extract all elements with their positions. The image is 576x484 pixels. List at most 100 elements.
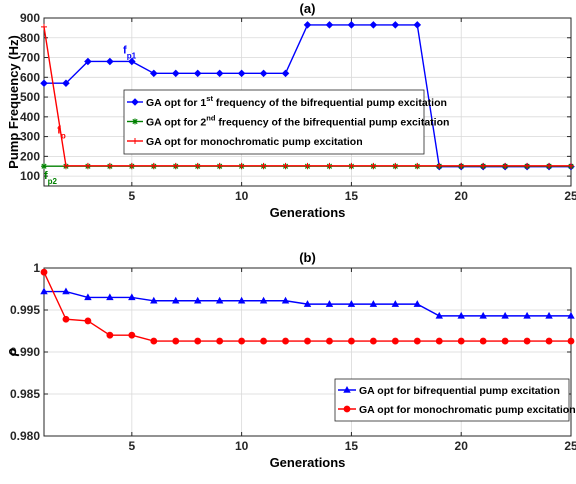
- legend-text-part: frequency of the bifrequential pump exci…: [215, 117, 449, 129]
- data-point: [347, 21, 356, 29]
- data-point: [413, 337, 421, 345]
- data-point: [171, 69, 180, 78]
- legend-marker: [131, 98, 139, 106]
- data-point: [391, 337, 399, 345]
- data-point: [369, 300, 378, 307]
- data-point: [238, 337, 246, 345]
- legend-box: [123, 89, 425, 155]
- data-point: [369, 21, 378, 29]
- annotation-base: f: [57, 125, 61, 137]
- data-point: [106, 162, 113, 169]
- x-tick-label: 5: [128, 439, 135, 453]
- annotation-base: f: [44, 170, 48, 182]
- data-point: [128, 293, 136, 301]
- data-point: [84, 57, 92, 66]
- data-point: [325, 21, 334, 29]
- x-tick-label: 5: [128, 189, 135, 203]
- annotation-subscript: p1: [127, 52, 137, 61]
- data-point: [435, 311, 443, 319]
- legend-superscript: st: [206, 94, 213, 103]
- data-point: [237, 296, 246, 304]
- data-point: [392, 162, 399, 169]
- data-point: [282, 337, 289, 345]
- x-tick-label: 10: [235, 439, 249, 453]
- data-point: [194, 162, 201, 169]
- panel-a: 5 10 15 20 25 100 200 300 400 500 600 700 800 900 (a) G…: [6, 1, 576, 220]
- series-annotation: fp1: [123, 45, 137, 61]
- data-point: [458, 162, 465, 169]
- data-point: [325, 300, 334, 307]
- data-point: [215, 69, 224, 78]
- x-axis-label: Generations: [270, 455, 346, 470]
- series-2: [41, 23, 574, 169]
- data-point: [237, 69, 246, 78]
- y-tick-label: 1: [33, 261, 40, 275]
- legend-marker: [343, 405, 351, 413]
- data-point: [84, 293, 92, 301]
- data-point: [84, 162, 91, 169]
- data-point: [545, 311, 553, 319]
- legend-entry: GA opt for 2nd frequency of the bifreque…: [146, 114, 449, 129]
- x-tick-label: 20: [455, 439, 469, 453]
- data-point: [41, 163, 47, 170]
- y-tick-label: 900: [20, 11, 40, 25]
- y-axis-label: ρ: [4, 348, 19, 357]
- data-point: [215, 296, 224, 304]
- x-tick-label: 25: [564, 439, 576, 453]
- data-point: [568, 162, 574, 169]
- y-tick-label: 0.995: [10, 303, 40, 317]
- data-point: [62, 79, 70, 87]
- data-point: [281, 69, 290, 78]
- x-tick-label: 15: [345, 439, 359, 453]
- y-tick-label: 0.985: [10, 387, 40, 401]
- legend-box: [334, 378, 570, 422]
- data-point: [281, 296, 290, 304]
- series-annotation: fp2: [44, 170, 58, 186]
- y-tick-label: 800: [20, 31, 40, 45]
- data-point: [150, 296, 158, 304]
- data-point: [172, 162, 179, 169]
- y-tick-label: 100: [20, 169, 40, 183]
- data-point: [106, 57, 114, 66]
- y-tick-label: 400: [20, 110, 40, 124]
- series-1: [40, 268, 575, 345]
- panel-title: (a): [300, 1, 316, 16]
- legend-marker: [132, 138, 138, 144]
- legend-entry: GA opt for monochromatic pump excitation: [146, 136, 363, 148]
- data-point: [304, 162, 311, 169]
- annotation-subscript: p: [61, 132, 66, 141]
- data-point: [326, 337, 333, 345]
- legend-text-part: GA opt for 1: [146, 97, 206, 109]
- data-point: [391, 21, 400, 29]
- legend-marker: [343, 385, 351, 393]
- data-point: [194, 337, 202, 345]
- legend-entry: GA opt for 1st frequency of the bifreque…: [146, 94, 447, 109]
- y-tick-label: 200: [20, 149, 40, 163]
- data-point: [303, 21, 312, 29]
- data-point: [259, 296, 268, 304]
- data-point: [40, 287, 48, 295]
- data-point: [62, 287, 70, 295]
- y-tick-label: 300: [20, 130, 40, 144]
- y-tick-label: 0.980: [10, 429, 40, 443]
- x-tick-label: 20: [455, 189, 469, 203]
- legend: GA opt for 1st frequency of the bifreque…: [123, 89, 449, 155]
- data-point: [435, 337, 443, 345]
- data-point: [413, 21, 422, 29]
- data-point: [216, 337, 224, 345]
- data-point: [193, 69, 202, 78]
- data-point: [282, 162, 289, 169]
- data-point: [106, 293, 114, 301]
- legend-entry: GA opt for monochromatic pump excitation: [359, 404, 576, 416]
- legend-text-part: GA opt for 2: [146, 117, 206, 129]
- data-point: [303, 300, 312, 307]
- x-tick-label: 10: [235, 189, 249, 203]
- legend-entry: GA opt for bifrequential pump excitation: [359, 385, 560, 397]
- data-point: [128, 331, 136, 339]
- data-point: [370, 162, 377, 169]
- data-point: [457, 311, 465, 319]
- data-point: [347, 300, 356, 307]
- data-point: [523, 311, 531, 319]
- data-point: [479, 337, 487, 345]
- data-point: [546, 162, 553, 169]
